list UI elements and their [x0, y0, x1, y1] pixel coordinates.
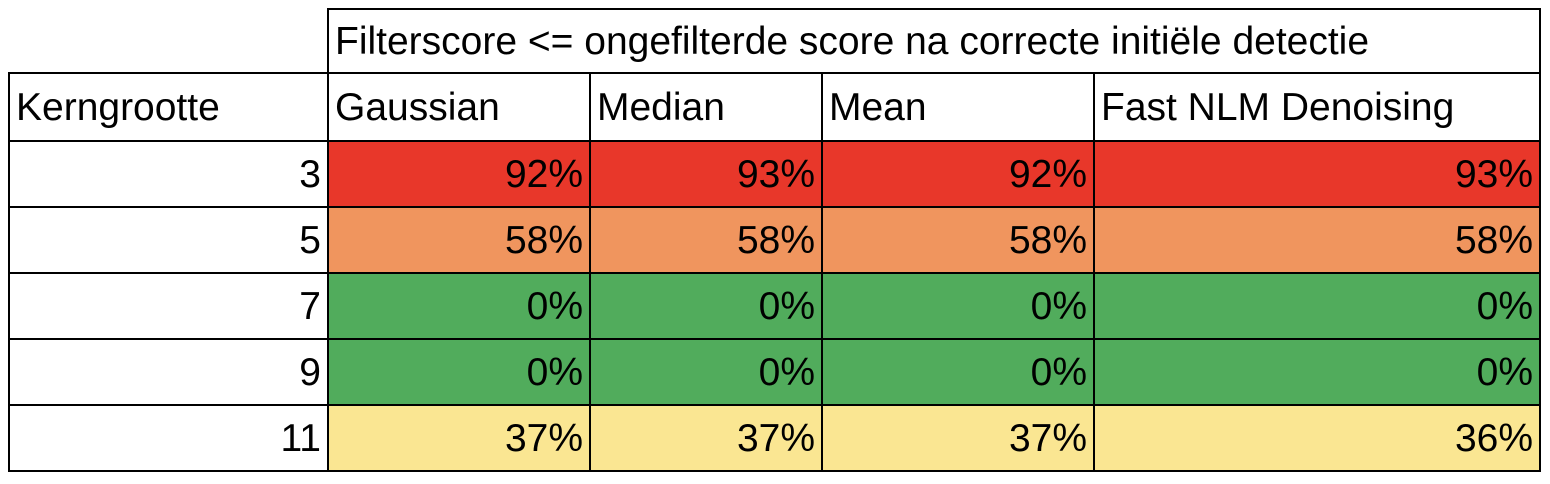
- gaussian-score-cell: 58%: [327, 206, 591, 274]
- median-score-cell: 0%: [589, 272, 823, 340]
- mean-score-cell: 0%: [821, 272, 1095, 340]
- gaussian-score-cell: 0%: [327, 272, 591, 340]
- median-score-cell: 58%: [589, 206, 823, 274]
- score-table: Filterscore <= ongefilterde score na cor…: [8, 8, 1542, 472]
- table-row: 5 58% 58% 58% 58%: [8, 206, 1542, 274]
- mean-score-cell: 0%: [821, 338, 1095, 406]
- column-header-row: Kerngrootte Gaussian Median Mean Fast NL…: [8, 72, 1542, 142]
- fast-nlm-score-cell: 36%: [1092, 404, 1542, 472]
- mean-score-cell: 37%: [821, 404, 1095, 472]
- gaussian-score-cell: 37%: [327, 404, 591, 472]
- group-header: Filterscore <= ongefilterde score na cor…: [326, 8, 1542, 74]
- kernel-size-cell: 11: [8, 404, 329, 472]
- mean-score-cell: 92%: [821, 140, 1095, 208]
- mean-score-cell: 58%: [821, 206, 1095, 274]
- fast-nlm-score-cell: 58%: [1092, 206, 1542, 274]
- table-row: 7 0% 0% 0% 0%: [8, 272, 1542, 340]
- kernel-size-cell: 7: [8, 272, 329, 340]
- column-header-gaussian: Gaussian: [327, 72, 591, 142]
- group-header-row: Filterscore <= ongefilterde score na cor…: [9, 8, 1542, 74]
- table-row: 3 92% 93% 92% 93%: [8, 140, 1542, 208]
- median-score-cell: 0%: [589, 338, 823, 406]
- column-header-kerngrootte: Kerngrootte: [8, 72, 329, 142]
- gaussian-score-cell: 0%: [327, 338, 591, 406]
- median-score-cell: 93%: [589, 140, 823, 208]
- fast-nlm-score-cell: 0%: [1092, 338, 1542, 406]
- median-score-cell: 37%: [589, 404, 823, 472]
- table-row: 9 0% 0% 0% 0%: [8, 338, 1542, 406]
- gaussian-score-cell: 92%: [327, 140, 591, 208]
- kernel-size-cell: 9: [8, 338, 329, 406]
- kernel-size-cell: 3: [8, 140, 329, 208]
- column-header-mean: Mean: [821, 72, 1095, 142]
- column-header-fast-nlm-denoising: Fast NLM Denoising: [1092, 72, 1542, 142]
- table-row: 11 37% 37% 37% 36%: [8, 404, 1542, 472]
- fast-nlm-score-cell: 0%: [1092, 272, 1542, 340]
- column-header-median: Median: [589, 72, 823, 142]
- kernel-size-cell: 5: [8, 206, 329, 274]
- corner-cell: [9, 9, 329, 73]
- fast-nlm-score-cell: 93%: [1092, 140, 1542, 208]
